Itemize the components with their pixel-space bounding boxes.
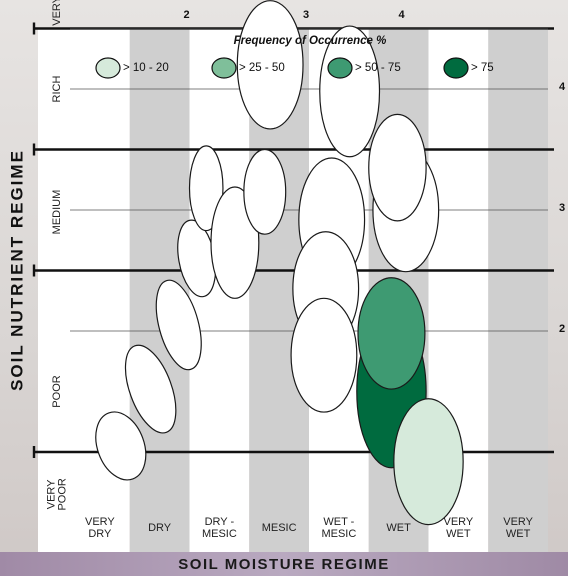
- x-category-label: MESIC: [202, 528, 237, 540]
- y-category-label: MEDIUM: [51, 190, 63, 235]
- legend-label: > 75: [471, 62, 494, 74]
- bubble: [124, 344, 177, 434]
- legend-swatch: [443, 57, 469, 79]
- x-category-label: DRY: [148, 522, 172, 534]
- y-category-label: RICH: [51, 76, 63, 103]
- x-category-label: VERY: [85, 516, 115, 528]
- bubble: [155, 279, 202, 371]
- x-category-label: WET: [386, 522, 411, 534]
- bubble: [236, 0, 304, 130]
- y-axis-title: SOIL NUTRIENT REGIME: [7, 149, 26, 391]
- right-tick-label: 4: [559, 81, 566, 93]
- legend-label: > 10 - 20: [123, 62, 169, 74]
- right-tick-label: 3: [559, 202, 565, 214]
- bubble: [357, 277, 426, 390]
- x-category-label: MESIC: [262, 522, 297, 534]
- x-category-label: DRY: [88, 528, 112, 540]
- right-tick-label: 2: [559, 323, 565, 335]
- legend-label: > 25 - 50: [239, 62, 285, 74]
- x-category-label: WET: [446, 528, 471, 540]
- x-category-label: DRY -: [205, 516, 235, 528]
- x-category-label: WET: [506, 528, 531, 540]
- bubble: [243, 148, 287, 235]
- legend-swatch: [327, 57, 353, 79]
- bubble: [188, 145, 224, 232]
- top-tick-label: 3: [303, 9, 309, 21]
- top-tick-label: 4: [399, 9, 406, 21]
- y-category-label: POOR: [51, 375, 63, 407]
- top-tick-label: 2: [183, 9, 189, 21]
- legend-swatch: [95, 57, 121, 79]
- legend-title: Frequency of Occurrence %: [234, 35, 387, 47]
- x-category-label: VERY: [503, 516, 533, 528]
- bubble: [95, 411, 147, 481]
- legend-swatch: [211, 57, 237, 79]
- y-category-label: POOR: [56, 478, 68, 510]
- bubble: [368, 113, 427, 222]
- x-axis-title: SOIL MOISTURE REGIME: [178, 556, 390, 573]
- y-label-column: [38, 28, 70, 552]
- legend-label: > 50 - 75: [355, 62, 401, 74]
- x-category-label: WET -: [323, 516, 354, 528]
- bubble: [290, 297, 358, 413]
- column-band: [488, 28, 548, 552]
- x-axis-title-band: [0, 552, 568, 576]
- y-category-label: VERY RICH: [51, 0, 63, 26]
- bubble: [393, 398, 464, 526]
- x-category-label: MESIC: [321, 528, 356, 540]
- x-category-label: VERY: [443, 516, 473, 528]
- y-category-label: VERY: [45, 479, 57, 509]
